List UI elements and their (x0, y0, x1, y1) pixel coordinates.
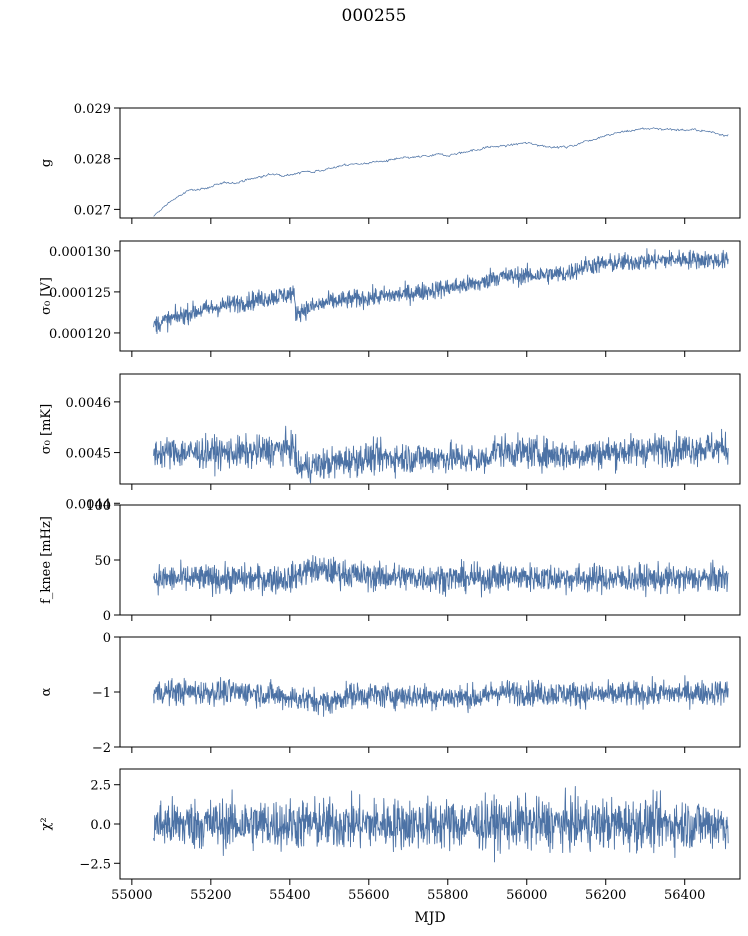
y-tick-label: 0.000130 (49, 245, 111, 260)
y-tick-label: −1 (92, 686, 111, 701)
x-tick-label: 55400 (269, 888, 310, 903)
y-tick-label: 0 (103, 631, 111, 646)
subplot-4: 0 50 100 f_knee [mHz] (39, 499, 741, 624)
axes-frame (119, 240, 741, 352)
figure-title: 000255 (341, 6, 407, 26)
subplot-5: −2 −1 0 α (39, 631, 741, 756)
x-tick-label: 55800 (427, 888, 468, 903)
y-tick-label: 0.028 (74, 153, 111, 168)
y-axis-label: σ₀ [V] (39, 277, 54, 315)
x-tick-label: 56200 (585, 888, 626, 903)
axes-frame (119, 504, 741, 616)
y-axis-label: g (39, 159, 54, 167)
subplot-1: 0.027 0.028 0.029 g (39, 102, 741, 224)
y-axis-label: α (39, 687, 54, 696)
y-tick-label: 0.0044 (66, 497, 112, 512)
x-tick-label: 55200 (190, 888, 231, 903)
y-tick-label: 0.0045 (66, 447, 112, 462)
y-axis-label: σ₀ [mK] (39, 404, 54, 454)
y-tick-label: 0.0046 (66, 396, 112, 411)
y-axis-label: f_knee [mHz] (39, 516, 54, 604)
y-tick-label: 0.029 (74, 102, 111, 117)
subplot-3: 0.0044 0.0045 0.0046 σ₀ [mK] (39, 373, 741, 512)
y-tick-label: 0.000120 (49, 327, 111, 342)
axes-frame (119, 107, 741, 219)
y-tick-label: 2.5 (90, 779, 111, 794)
axes-frame (119, 373, 741, 485)
x-tick-label: 55600 (348, 888, 389, 903)
y-tick-label: 0 (103, 609, 111, 624)
y-tick-label: 100 (86, 499, 111, 514)
x-tick-label: 55000 (111, 888, 152, 903)
y-tick-label: 0.027 (74, 203, 111, 218)
y-tick-label: 0.0 (90, 818, 111, 833)
y-tick-label: −2.5 (79, 857, 111, 872)
series-line (153, 554, 729, 598)
y-tick-label: −2 (92, 741, 111, 756)
x-tick-label: 56000 (506, 888, 547, 903)
x-axis-label: MJD (414, 910, 446, 926)
series-line (153, 127, 729, 217)
subplot-6: −2.5 0.0 2.5 55000 55200 55400 55600 55800 56000… (39, 768, 741, 903)
y-tick-label: 50 (94, 554, 111, 569)
y-axis-label: χ² (39, 817, 54, 830)
series-line (153, 675, 729, 717)
x-tick-label: 56400 (664, 888, 705, 903)
series-line (153, 248, 729, 335)
subplot-2: 0.000120 0.000125 0.000130 σ₀ [V] (39, 240, 741, 357)
series-line (153, 425, 729, 484)
y-tick-label: 0.000125 (49, 286, 111, 301)
series-line (153, 786, 729, 863)
